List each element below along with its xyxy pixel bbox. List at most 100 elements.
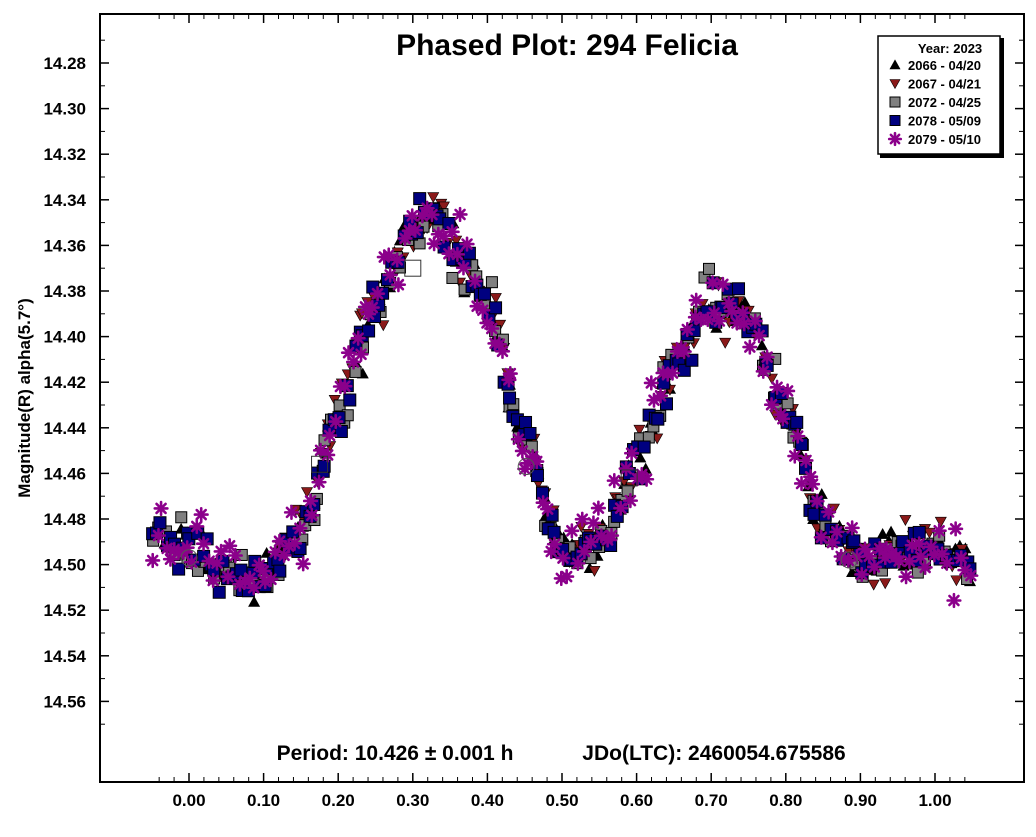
asterisk-stroke [285,506,298,519]
asterisk-stroke [689,311,702,324]
asterisk-stroke [278,549,290,562]
data-point [209,555,225,571]
data-point [590,500,606,516]
y-tick-label: 14.42 [43,373,86,392]
asterisk-stroke [572,557,584,570]
y-tick-label: 14.46 [43,464,86,483]
asterisk-stroke [925,541,937,553]
legend-title: Year: 2023 [918,41,982,56]
legend-entry: 2066 - 04/20 [889,58,981,73]
asterisk-stroke [859,543,871,555]
asterisk-stroke [211,557,223,569]
data-point [213,543,229,559]
asterisk-stroke [936,548,948,560]
asterisk-stroke [903,555,916,568]
asterisk-stroke [323,429,336,442]
asterisk-stroke [811,495,823,508]
data-point [618,460,634,477]
asterisk-stroke [253,559,266,571]
data-point [732,282,746,296]
legend-label: 2079 - 05/10 [908,132,981,147]
data-point [444,224,460,240]
asterisk-stroke [469,275,481,287]
x-tick-label: 0.70 [695,791,728,810]
x-tick-label: 0.20 [322,791,355,810]
asterisk-stroke [288,537,301,550]
asterisk-stroke [893,555,905,567]
data-point [711,313,728,329]
asterisk-stroke [321,449,334,461]
asterisk-stroke [207,574,219,587]
data-point [763,397,780,413]
data-point [676,343,692,360]
asterisk-stroke [229,549,242,562]
data-point [603,527,620,544]
data-point [489,301,503,315]
asterisk-stroke [933,524,945,537]
x-tick-label: 0.60 [620,791,653,810]
asterisk-stroke [846,522,858,534]
asterisk-stroke [648,394,660,406]
data-point [523,427,537,441]
data-point [939,555,955,571]
asterisk-stroke [541,503,554,515]
asterisk-stroke [788,450,801,462]
asterisk-stroke [257,565,270,577]
legend-entry: 2072 - 04/25 [889,95,981,110]
data-point [787,448,803,464]
axis-ticks: 0.00 0.10 0.20 0.30 0.40 0.50 0.60 0.70 0.80 0.90… [43,14,1024,810]
asterisk-stroke [955,552,968,564]
data-point [530,469,544,483]
data-point [494,319,507,331]
data-point [638,471,655,487]
asterisk-stroke [592,502,605,514]
asterisk-stroke [155,502,167,515]
data-point [304,507,320,523]
y-tick-label: 14.36 [43,236,86,255]
data-point [588,565,601,577]
legend-entry: 2067 - 04/21 [889,77,981,92]
asterisk-stroke [496,345,509,358]
data-point [564,523,580,539]
asterisk-stroke [215,545,227,558]
asterisk-stroke [914,550,927,563]
asterisk-stroke [265,573,277,586]
asterisk-stroke [477,304,489,317]
asterisk-stroke [928,548,941,561]
data-point [643,375,659,391]
asterisk-stroke [576,513,589,526]
data-point [172,562,186,576]
data-point [775,411,791,427]
data-point [829,524,845,540]
data-point [446,271,459,284]
data-point [292,520,308,536]
asterisk-stroke [339,380,351,392]
data-point [263,571,279,587]
data-point [866,559,882,575]
asterisk-stroke [744,341,756,353]
asterisk-stroke [941,557,953,570]
data-point [844,520,860,536]
data-point [175,511,188,524]
asterisk-stroke [451,248,464,261]
x-tick-label: 0.10 [247,791,280,810]
y-tick-label: 14.38 [43,282,86,301]
data-point [747,313,763,329]
data-point [790,415,804,429]
x-tick-label: 0.30 [396,791,429,810]
legend: Year: 2023 2066 - 04/20 2067 - 04/21 2072 … [877,35,1004,158]
data-point [813,529,829,545]
data-point [948,521,964,537]
asterisk-stroke [781,385,794,397]
data-point [255,563,271,579]
data-point [637,440,651,454]
data-point [677,363,691,377]
data-point [295,556,311,572]
y-tick-label: 14.52 [43,601,86,620]
data-point [489,293,502,304]
reference-marker [620,469,638,487]
data-point [622,493,638,509]
y-tick-label: 14.54 [43,647,86,666]
asterisk-stroke [446,226,458,238]
asterisk-stroke [614,502,627,514]
